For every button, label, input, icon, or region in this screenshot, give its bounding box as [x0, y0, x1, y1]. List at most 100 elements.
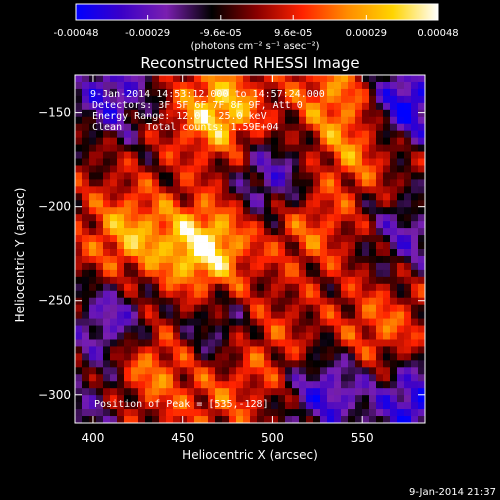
heatmap-cell: [313, 130, 321, 139]
heatmap-cell: [334, 109, 342, 118]
heatmap-cell: [411, 290, 419, 299]
heatmap-cell: [75, 367, 83, 375]
heatmap-cell: [201, 144, 209, 152]
heatmap-cell: [152, 214, 160, 222]
heatmap-cell: [362, 416, 370, 424]
heatmap-cell: [390, 88, 398, 97]
heatmap-cell: [362, 165, 370, 173]
heatmap-cell: [187, 235, 195, 243]
heatmap-cell: [117, 353, 125, 361]
heatmap-cell: [131, 339, 139, 347]
heatmap-cell: [362, 95, 370, 104]
heatmap-cell: [320, 200, 328, 208]
heatmap-cell: [334, 297, 342, 306]
heatmap-cell: [257, 297, 265, 306]
heatmap-cell: [110, 381, 118, 389]
heatmap-cell: [250, 402, 258, 410]
heatmap-cell: [341, 332, 349, 340]
heatmap-cell: [201, 395, 209, 403]
heatmap-cell: [313, 311, 321, 319]
heatmap-cell: [257, 339, 265, 347]
heatmap-cell: [236, 402, 244, 410]
heatmap-cell: [96, 172, 104, 180]
heatmap-cell: [306, 130, 314, 139]
heatmap-cell: [117, 235, 125, 243]
heatmap-cell: [348, 88, 356, 97]
heatmap-cell: [257, 137, 265, 145]
heatmap-cell: [159, 165, 167, 173]
heatmap-cell: [327, 158, 335, 166]
heatmap-cell: [313, 151, 321, 159]
heatmap-cell: [418, 123, 426, 132]
heatmap-cell: [306, 81, 314, 90]
heatmap-cell: [355, 172, 363, 180]
heatmap-cell: [369, 402, 377, 410]
heatmap-cell: [271, 81, 279, 90]
heatmap-cell: [348, 304, 356, 313]
heatmap-cell: [145, 346, 153, 354]
heatmap-cell: [313, 346, 321, 354]
heatmap-cell: [369, 200, 377, 208]
heatmap-cell: [278, 109, 286, 118]
heatmap-cell: [222, 374, 230, 382]
heatmap-cell: [397, 179, 405, 187]
heatmap-cell: [222, 276, 230, 285]
heatmap-cell: [173, 304, 181, 313]
heatmap-cell: [173, 123, 181, 132]
heatmap-cell: [306, 207, 314, 215]
heatmap-cell: [229, 165, 237, 173]
heatmap-cell: [362, 381, 370, 389]
heatmap-cell: [341, 151, 349, 159]
heatmap-cell: [348, 186, 356, 194]
heatmap-cell: [250, 325, 258, 333]
heatmap-cell: [131, 269, 139, 278]
heatmap-cell: [411, 367, 419, 375]
heatmap-cell: [145, 388, 153, 396]
heatmap-cell: [159, 228, 167, 236]
heatmap-cell: [285, 332, 293, 340]
heatmap-cell: [341, 200, 349, 208]
heatmap-cell: [201, 130, 209, 139]
heatmap-cell: [243, 402, 251, 410]
heatmap-cell: [82, 304, 90, 313]
heatmap-cell: [96, 179, 104, 187]
heatmap-cell: [173, 360, 181, 368]
heatmap-cell: [355, 186, 363, 194]
heatmap-cell: [369, 130, 377, 139]
heatmap-cell: [215, 360, 223, 368]
heatmap-cell: [152, 228, 160, 236]
heatmap-cell: [397, 276, 405, 285]
heatmap-cell: [362, 395, 370, 403]
heatmap-cell: [292, 151, 300, 159]
heatmap-cell: [152, 151, 160, 159]
heatmap-cell: [334, 325, 342, 333]
heatmap-cell: [173, 186, 181, 194]
heatmap-cell: [390, 276, 398, 285]
heatmap-cell: [327, 207, 335, 215]
heatmap-cell: [320, 416, 328, 424]
heatmap-cell: [313, 276, 321, 285]
heatmap-cell: [138, 332, 146, 340]
heatmap-cell: [285, 346, 293, 354]
heatmap-cell: [362, 179, 370, 187]
heatmap-cell: [131, 367, 139, 375]
heatmap-cell: [75, 81, 83, 90]
heatmap-cell: [271, 151, 279, 159]
heatmap-cell: [145, 186, 153, 194]
heatmap-cell: [299, 214, 307, 222]
heatmap-cell: [299, 130, 307, 139]
heatmap-cell: [390, 207, 398, 215]
heatmap-cell: [103, 290, 111, 299]
heatmap-cell: [383, 207, 391, 215]
heatmap-cell: [383, 332, 391, 340]
heatmap-cell: [411, 304, 419, 313]
heatmap-cell: [264, 381, 272, 389]
heatmap-cell: [103, 165, 111, 173]
heatmap-cell: [75, 416, 83, 424]
heatmap-cell: [159, 339, 167, 347]
heatmap-cell: [166, 367, 174, 375]
heatmap-cell: [271, 311, 279, 319]
heatmap-cell: [306, 102, 314, 111]
colorbar-tick-label: 0.00048: [417, 28, 458, 39]
heatmap-cell: [369, 297, 377, 306]
